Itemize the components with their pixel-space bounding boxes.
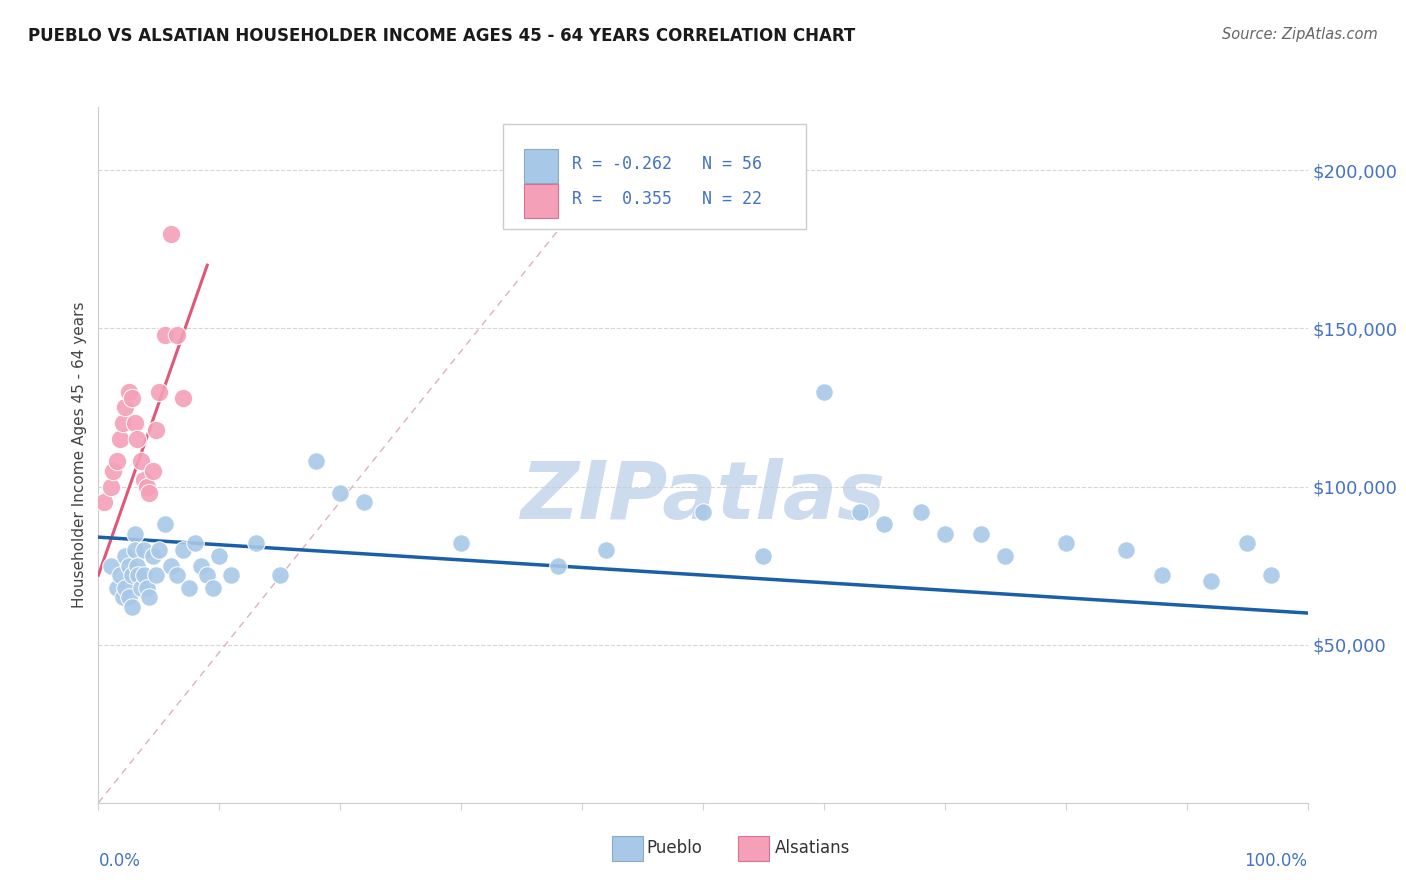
Point	[595, 542, 617, 557]
Point	[245, 536, 267, 550]
Point	[127, 432, 149, 446]
Point	[121, 568, 143, 582]
Point	[160, 558, 183, 573]
Point	[114, 581, 136, 595]
Point	[134, 473, 156, 487]
Point	[208, 549, 231, 563]
Point	[124, 542, 146, 557]
Point	[100, 558, 122, 573]
Point	[353, 495, 375, 509]
Point	[129, 581, 152, 595]
Point	[329, 486, 352, 500]
Point	[142, 549, 165, 563]
Point	[100, 479, 122, 493]
Point	[134, 568, 156, 582]
Point	[111, 417, 134, 431]
Point	[1115, 542, 1137, 557]
Point	[129, 454, 152, 468]
Point	[166, 568, 188, 582]
FancyBboxPatch shape	[524, 150, 558, 183]
Point	[160, 227, 183, 241]
Point	[195, 568, 218, 582]
Point	[172, 391, 194, 405]
Text: PUEBLO VS ALSATIAN HOUSEHOLDER INCOME AGES 45 - 64 YEARS CORRELATION CHART: PUEBLO VS ALSATIAN HOUSEHOLDER INCOME AG…	[28, 27, 855, 45]
Point	[153, 327, 176, 342]
Point	[269, 568, 291, 582]
Point	[118, 591, 141, 605]
Text: ZIPatlas: ZIPatlas	[520, 458, 886, 536]
FancyBboxPatch shape	[503, 124, 806, 229]
Point	[184, 536, 207, 550]
Y-axis label: Householder Income Ages 45 - 64 years: Householder Income Ages 45 - 64 years	[72, 301, 87, 608]
Point	[190, 558, 212, 573]
Point	[994, 549, 1017, 563]
Text: R =  0.355   N = 22: R = 0.355 N = 22	[572, 190, 762, 208]
Point	[145, 568, 167, 582]
Point	[142, 464, 165, 478]
Text: Source: ZipAtlas.com: Source: ZipAtlas.com	[1222, 27, 1378, 42]
Point	[910, 505, 932, 519]
Point	[1236, 536, 1258, 550]
Point	[121, 391, 143, 405]
Point	[148, 542, 170, 557]
Point	[135, 479, 157, 493]
Point	[114, 549, 136, 563]
Point	[547, 558, 569, 573]
Point	[1152, 568, 1174, 582]
Point	[118, 384, 141, 399]
Point	[752, 549, 775, 563]
Point	[813, 384, 835, 399]
Point	[93, 495, 115, 509]
Point	[108, 568, 131, 582]
Point	[970, 527, 993, 541]
Point	[450, 536, 472, 550]
Point	[124, 527, 146, 541]
Point	[202, 581, 225, 595]
Point	[153, 517, 176, 532]
Point	[1054, 536, 1077, 550]
Point	[172, 542, 194, 557]
Point	[105, 581, 128, 595]
Point	[105, 454, 128, 468]
Point	[692, 505, 714, 519]
Point	[145, 423, 167, 437]
Point	[138, 486, 160, 500]
Point	[1260, 568, 1282, 582]
Point	[138, 591, 160, 605]
Point	[177, 581, 201, 595]
Text: 100.0%: 100.0%	[1244, 852, 1308, 870]
Point	[221, 568, 243, 582]
Point	[305, 454, 328, 468]
Point	[101, 464, 124, 478]
Point	[148, 384, 170, 399]
Text: R = -0.262   N = 56: R = -0.262 N = 56	[572, 155, 762, 173]
Text: 0.0%: 0.0%	[98, 852, 141, 870]
Point	[114, 401, 136, 415]
Point	[934, 527, 956, 541]
Point	[1199, 574, 1222, 589]
Point	[124, 417, 146, 431]
Point	[166, 327, 188, 342]
Point	[127, 568, 149, 582]
Point	[108, 432, 131, 446]
Point	[118, 558, 141, 573]
Point	[121, 599, 143, 614]
FancyBboxPatch shape	[524, 185, 558, 218]
Point	[134, 542, 156, 557]
Point	[135, 581, 157, 595]
Point	[849, 505, 872, 519]
Point	[127, 558, 149, 573]
Text: Alsatians: Alsatians	[775, 839, 851, 857]
Point	[873, 517, 896, 532]
Text: Pueblo: Pueblo	[647, 839, 703, 857]
Point	[111, 591, 134, 605]
